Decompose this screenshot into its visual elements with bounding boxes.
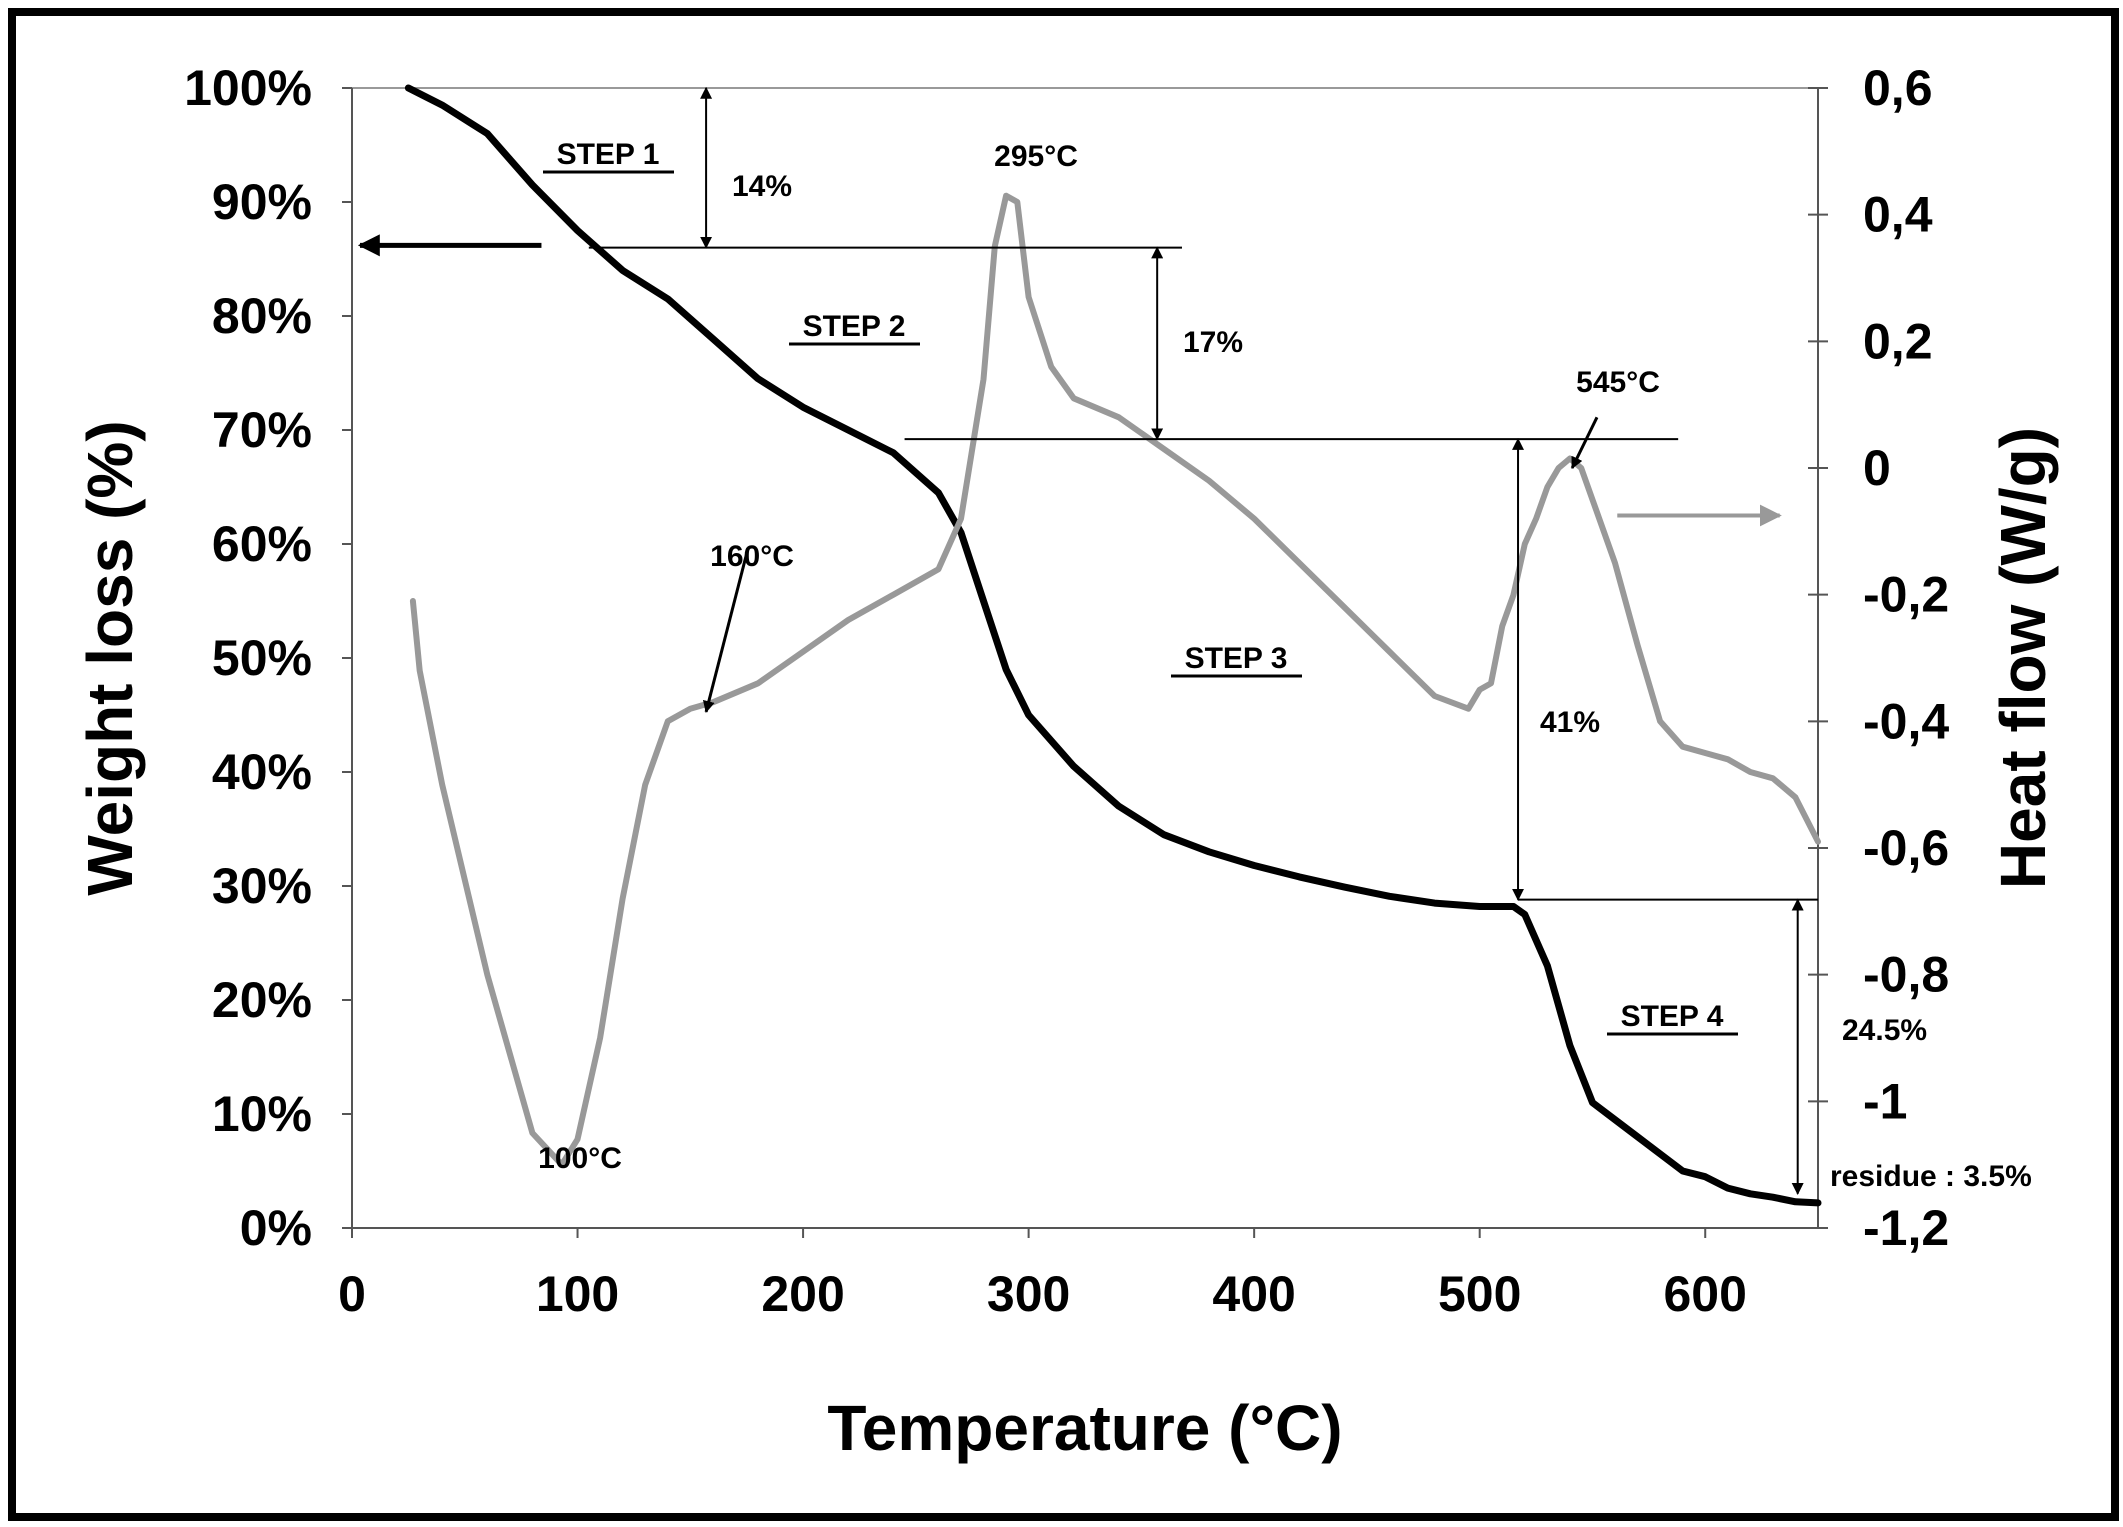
residue-label: residue : 3.5% — [1830, 1160, 2032, 1193]
y-tick-label: 60% — [212, 516, 312, 572]
step-1-label: STEP 1 — [543, 138, 674, 174]
y-tick-label: 70% — [212, 402, 312, 458]
y-tick-label: 0% — [240, 1200, 312, 1256]
y2-tick-label: -0,8 — [1863, 947, 1949, 1003]
y-tick-label: 30% — [212, 858, 312, 914]
peak-295-label: 295°C — [994, 140, 1078, 173]
step-3-text: STEP 3 — [1185, 642, 1288, 675]
y2-tick-label: 0,4 — [1863, 187, 1933, 243]
y2-tick-label: -1,2 — [1863, 1200, 1949, 1256]
x-tick-label: 400 — [1212, 1266, 1295, 1322]
x-tick-label: 300 — [987, 1266, 1070, 1322]
y2-tick-label: -0,6 — [1863, 820, 1949, 876]
step-2-text: STEP 2 — [803, 310, 906, 343]
peak-160-label: 160°C — [710, 540, 794, 573]
peak-545-label: 545°C — [1576, 366, 1660, 399]
loss-step-2-label: 17% — [1183, 326, 1243, 359]
heat-flow-line — [409, 192, 1821, 1168]
loss-step-4-label: 24.5% — [1842, 1014, 1927, 1047]
y-tick-label: 50% — [212, 630, 312, 686]
x-tick-label: 100 — [536, 1266, 619, 1322]
step-2-label: STEP 2 — [789, 310, 920, 346]
weight-loss-line — [404, 84, 1822, 1207]
peak-545-arrow — [1570, 416, 1599, 470]
peak-160-arrow — [702, 553, 749, 713]
y-tick-label: 20% — [212, 972, 312, 1028]
y2-axis-title: Heat flow (W/g) — [1987, 427, 2059, 889]
x-tick-label: 0 — [338, 1266, 366, 1322]
y-tick-label: 90% — [212, 174, 312, 230]
step-4-text: STEP 4 — [1621, 1000, 1724, 1033]
x-tick-label: 500 — [1438, 1266, 1521, 1322]
x-tick-label: 600 — [1664, 1266, 1747, 1322]
loss-step-1-label: 14% — [732, 170, 792, 203]
x-tick-label: 200 — [761, 1266, 844, 1322]
loss-step-3-label: 41% — [1540, 706, 1600, 739]
y2-tick-label: 0,6 — [1863, 60, 1933, 116]
y-tick-label: 40% — [212, 744, 312, 800]
y-tick-label: 10% — [212, 1086, 312, 1142]
y2-tick-label: 0,2 — [1863, 313, 1933, 369]
plot-area — [351, 87, 1819, 1229]
step-3-label: STEP 3 — [1171, 642, 1302, 678]
y2-tick-label: -1 — [1863, 1073, 1907, 1129]
y2-tick-label: -0,4 — [1863, 693, 1949, 749]
peak-100-label: 100°C — [538, 1142, 622, 1175]
x-axis-title: Temperature (°C) — [827, 1392, 1342, 1464]
y-tick-label: 80% — [212, 288, 312, 344]
step-1-text: STEP 1 — [557, 138, 660, 171]
y-tick-label: 100% — [184, 60, 312, 116]
y2-tick-label: -0,2 — [1863, 567, 1949, 623]
step-4-label: STEP 4 — [1607, 1000, 1738, 1036]
y2-tick-label: 0 — [1863, 440, 1891, 496]
y-axis-title: Weight loss (%) — [74, 420, 146, 895]
